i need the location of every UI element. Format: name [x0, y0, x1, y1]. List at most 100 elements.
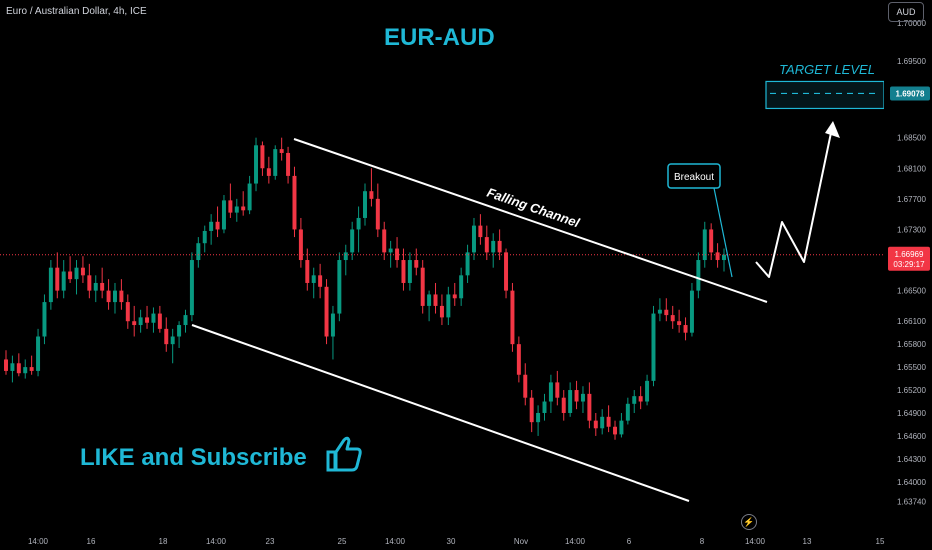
- candle: [433, 282, 438, 314]
- candle-body: [330, 313, 335, 337]
- candle: [330, 305, 335, 360]
- y-tick-label: 1.65800: [897, 340, 926, 349]
- candle-body: [234, 206, 239, 213]
- candle: [55, 252, 60, 299]
- candle-body: [183, 315, 188, 326]
- candle: [510, 282, 515, 352]
- candle-body: [536, 412, 541, 423]
- candle: [42, 294, 47, 345]
- candle: [343, 244, 348, 276]
- candle-body: [619, 420, 624, 435]
- candle-body: [356, 217, 361, 230]
- candle-body: [61, 271, 66, 291]
- candle: [209, 214, 214, 245]
- candle-body: [459, 275, 464, 299]
- candle: [664, 298, 669, 322]
- candle: [266, 156, 271, 184]
- candle: [260, 141, 265, 176]
- candle: [48, 260, 53, 310]
- candle-body: [177, 325, 182, 337]
- candle-body: [311, 275, 316, 283]
- candle: [145, 305, 150, 329]
- candle: [683, 317, 688, 341]
- candle: [613, 420, 618, 440]
- candle-body: [568, 390, 573, 413]
- candle-body: [93, 282, 98, 291]
- candle: [125, 294, 130, 329]
- candle: [568, 382, 573, 417]
- candle: [420, 260, 425, 314]
- candle-body: [138, 317, 143, 326]
- y-tick-label: 1.64600: [897, 432, 926, 441]
- candle-body: [196, 243, 201, 261]
- candle: [504, 248, 509, 299]
- candle-body: [145, 317, 150, 323]
- candle-body: [170, 336, 175, 345]
- candle: [215, 206, 220, 238]
- candle: [702, 221, 707, 268]
- x-tick-label: 18: [159, 537, 168, 546]
- candle: [221, 195, 226, 234]
- candle: [446, 286, 451, 326]
- candle-body: [48, 267, 53, 303]
- candle: [279, 137, 284, 161]
- candle: [234, 198, 239, 222]
- candle-body: [382, 229, 387, 253]
- candle-body: [433, 294, 438, 306]
- candle-body: [600, 416, 605, 429]
- candle-body: [80, 267, 85, 276]
- y-tick-label: 1.65200: [897, 386, 926, 395]
- candle: [478, 214, 483, 245]
- candle: [677, 309, 682, 333]
- x-tick-label: Nov: [514, 537, 528, 546]
- candle-body: [119, 290, 124, 303]
- candle: [106, 279, 111, 310]
- candle: [471, 217, 476, 261]
- candle-body: [42, 302, 47, 337]
- y-tick-label: 1.63740: [897, 498, 926, 507]
- candle: [87, 263, 92, 299]
- candle-body: [523, 374, 528, 398]
- candle: [151, 307, 156, 333]
- candle: [119, 279, 124, 310]
- candle: [632, 390, 637, 413]
- candle: [593, 412, 598, 436]
- candle: [715, 243, 720, 268]
- candle-body: [363, 191, 367, 218]
- candle-body: [337, 260, 342, 314]
- thumbs-up-icon: [326, 436, 362, 472]
- candle-body: [286, 152, 291, 176]
- candle-body: [504, 252, 509, 291]
- candle-body: [625, 403, 630, 421]
- target-price-tag: [890, 86, 930, 101]
- currency-selector[interactable]: AUD: [888, 2, 924, 22]
- candle: [491, 233, 496, 268]
- price-axis-background: [884, 0, 932, 550]
- candle: [29, 355, 34, 375]
- candle: [164, 317, 169, 352]
- candle-body: [209, 221, 214, 231]
- y-tick-label: 1.65500: [897, 363, 926, 372]
- candle-body: [350, 229, 355, 253]
- candle-body: [260, 145, 265, 169]
- candle: [298, 217, 303, 268]
- candle: [574, 380, 579, 410]
- candle-body: [254, 145, 259, 184]
- y-tick-label: 1.70000: [897, 19, 926, 28]
- breakout-label: Breakout: [674, 172, 714, 183]
- candle-body: [125, 302, 130, 322]
- x-tick-label: 6: [627, 537, 632, 546]
- candle-body: [305, 260, 310, 283]
- candle-body: [587, 393, 592, 421]
- candle-body: [580, 393, 585, 402]
- flash-icon[interactable]: ⚡: [741, 514, 757, 530]
- candle-body: [446, 294, 451, 318]
- x-tick-label: 8: [700, 537, 705, 546]
- candle-body: [414, 260, 419, 268]
- candle: [497, 229, 502, 261]
- symbol-info: Euro / Australian Dollar, 4h, ICE: [6, 6, 147, 17]
- like-subscribe-text: LIKE and Subscribe: [80, 444, 307, 471]
- candle: [93, 275, 98, 303]
- candle-body: [401, 260, 406, 283]
